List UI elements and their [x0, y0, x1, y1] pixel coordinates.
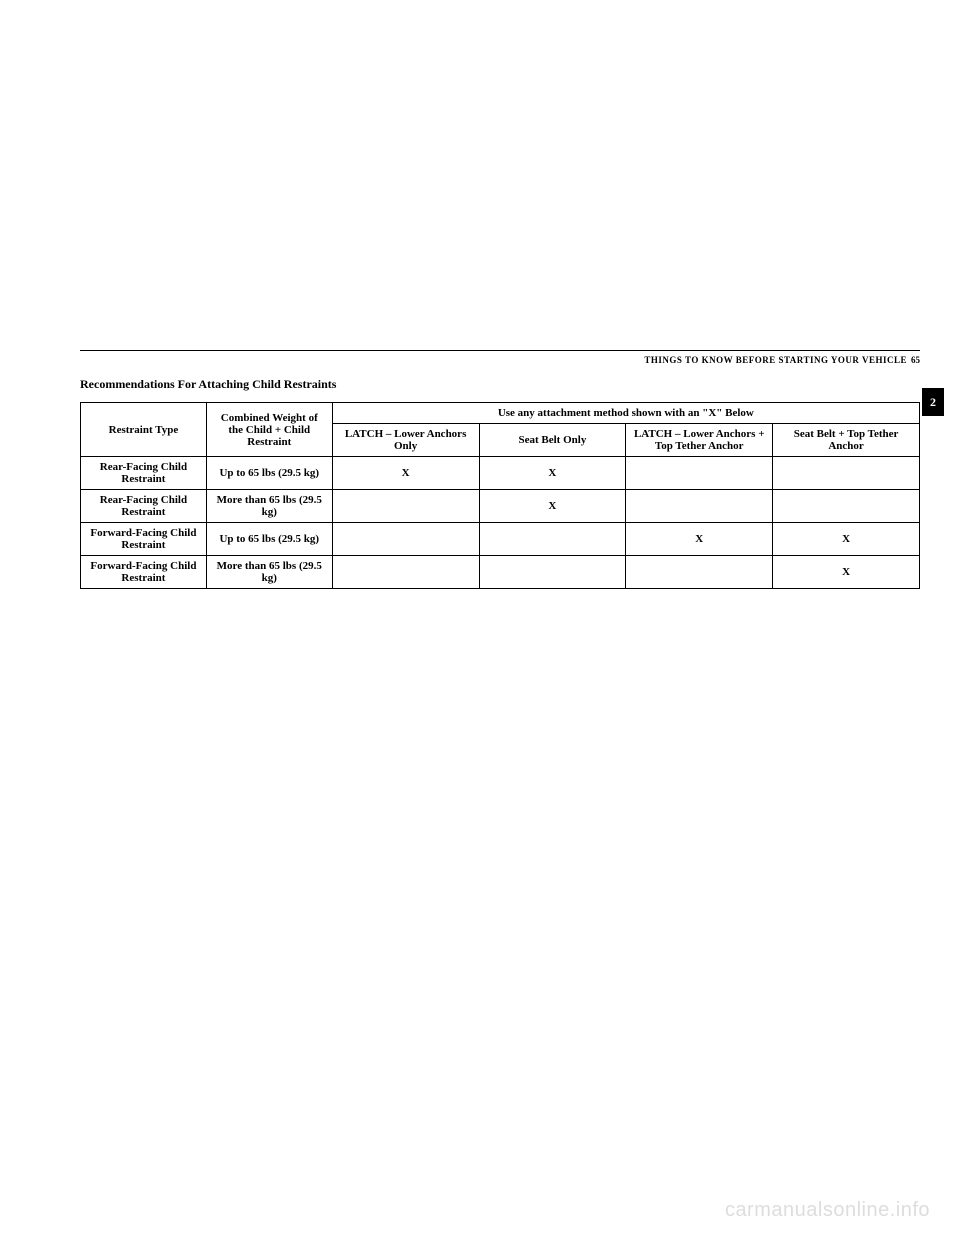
cell-type: Rear-Facing Child Restraint: [81, 490, 207, 523]
watermark: carmanualsonline.info: [725, 1199, 930, 1222]
cell-c2: [479, 556, 626, 589]
child-restraint-table: Restraint Type Combined Weight of the Ch…: [80, 402, 920, 589]
cell-c3: [626, 457, 773, 490]
header-restraint-type: Restraint Type: [81, 403, 207, 457]
cell-c3: [626, 490, 773, 523]
table-row: Rear-Facing Child Restraint Up to 65 lbs…: [81, 457, 920, 490]
cell-c1: [332, 556, 479, 589]
cell-c1: [332, 523, 479, 556]
table-header-row-1: Restraint Type Combined Weight of the Ch…: [81, 403, 920, 424]
page-header: THINGS TO KNOW BEFORE STARTING YOUR VEHI…: [80, 355, 920, 365]
cell-weight: Up to 65 lbs (29.5 kg): [206, 457, 332, 490]
page-content: THINGS TO KNOW BEFORE STARTING YOUR VEHI…: [80, 350, 920, 589]
cell-weight: More than 65 lbs (29.5 kg): [206, 490, 332, 523]
header-seatbelt-only: Seat Belt Only: [479, 424, 626, 457]
header-latch-lower: LATCH – Lower Anchors Only: [332, 424, 479, 457]
table-row: Forward-Facing Child Restraint Up to 65 …: [81, 523, 920, 556]
cell-type: Forward-Facing Child Restraint: [81, 556, 207, 589]
cell-weight: More than 65 lbs (29.5 kg): [206, 556, 332, 589]
cell-c2: [479, 523, 626, 556]
cell-c1: [332, 490, 479, 523]
cell-type: Rear-Facing Child Restraint: [81, 457, 207, 490]
section-title: THINGS TO KNOW BEFORE STARTING YOUR VEHI…: [644, 355, 907, 365]
header-combined-weight: Combined Weight of the Child + Child Res…: [206, 403, 332, 457]
cell-c3: X: [626, 523, 773, 556]
table-row: Forward-Facing Child Restraint More than…: [81, 556, 920, 589]
cell-c2: X: [479, 490, 626, 523]
chapter-tab-label: 2: [930, 395, 936, 410]
header-latch-tether: LATCH – Lower Anchors + Top Tether Ancho…: [626, 424, 773, 457]
header-attachment-method: Use any attachment method shown with an …: [332, 403, 919, 424]
cell-type: Forward-Facing Child Restraint: [81, 523, 207, 556]
cell-c3: [626, 556, 773, 589]
cell-c2: X: [479, 457, 626, 490]
page-number: 65: [911, 355, 920, 365]
cell-weight: Up to 65 lbs (29.5 kg): [206, 523, 332, 556]
header-seatbelt-tether: Seat Belt + Top Tether Anchor: [773, 424, 920, 457]
header-divider: [80, 350, 920, 351]
cell-c4: X: [773, 523, 920, 556]
table-row: Rear-Facing Child Restraint More than 65…: [81, 490, 920, 523]
table-body: Rear-Facing Child Restraint Up to 65 lbs…: [81, 457, 920, 589]
cell-c4: [773, 490, 920, 523]
chapter-tab: 2: [922, 388, 944, 416]
table-title: Recommendations For Attaching Child Rest…: [80, 377, 920, 392]
cell-c4: X: [773, 556, 920, 589]
cell-c4: [773, 457, 920, 490]
cell-c1: X: [332, 457, 479, 490]
